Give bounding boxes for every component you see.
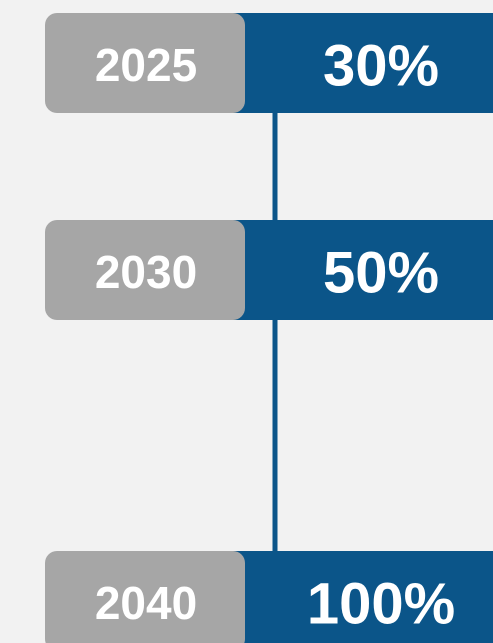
year-box <box>45 551 245 643</box>
value-label: 50% <box>323 241 439 306</box>
year-box <box>45 13 245 113</box>
year-label: 2040 <box>95 577 197 629</box>
year-label: 2025 <box>95 39 197 91</box>
value-label: 30% <box>323 34 439 99</box>
value-box <box>233 551 493 643</box>
value-box <box>233 220 493 320</box>
value-label: 100% <box>307 572 455 637</box>
value-box <box>233 13 493 113</box>
year-box <box>45 220 245 320</box>
year-label: 2030 <box>95 246 197 298</box>
